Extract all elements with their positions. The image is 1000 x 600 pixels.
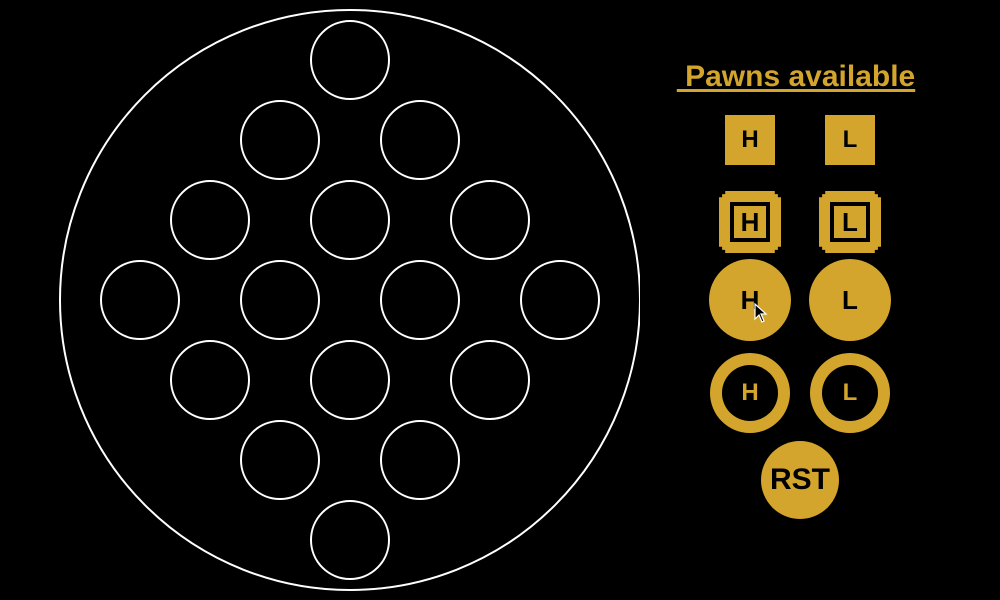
board-hole[interactable] <box>310 180 390 260</box>
pawn-label: L <box>842 379 858 406</box>
board-hole[interactable] <box>380 420 460 500</box>
game-board <box>59 9 640 591</box>
board-hole[interactable] <box>240 100 320 180</box>
mouse-pointer-icon <box>754 303 768 323</box>
board-hole[interactable] <box>450 180 530 260</box>
pawn-solid-circle-l[interactable]: L <box>809 259 891 341</box>
pawn-label: L <box>842 126 858 153</box>
board-hole[interactable] <box>310 20 390 100</box>
board-hole[interactable] <box>170 180 250 260</box>
pawn-small-square-l[interactable]: L <box>825 115 875 165</box>
board-hole[interactable] <box>520 260 600 340</box>
reset-button[interactable]: RST <box>761 441 839 519</box>
board-hole[interactable] <box>240 260 320 340</box>
board-hole[interactable] <box>450 340 530 420</box>
pawn-small-square-h[interactable]: H <box>725 115 775 165</box>
pawn-solid-circle-h[interactable]: H <box>709 259 791 341</box>
board-hole[interactable] <box>380 260 460 340</box>
pawn-ring-circle-h[interactable]: H <box>710 353 790 433</box>
board-hole[interactable] <box>240 420 320 500</box>
board-outline <box>59 9 640 591</box>
pawn-label: H <box>741 379 759 406</box>
board-hole[interactable] <box>170 340 250 420</box>
pawn-label: H <box>741 126 759 153</box>
pawn-label: H <box>740 206 760 237</box>
pawn-ring-circle-l[interactable]: L <box>810 353 890 433</box>
pawn-label: L <box>842 284 858 315</box>
pawn-label: L <box>842 206 858 237</box>
board-hole[interactable] <box>380 100 460 180</box>
pawns-available-title: Pawns available <box>676 60 916 93</box>
board-hole[interactable] <box>310 500 390 580</box>
reset-label: RST <box>770 463 830 496</box>
pawn-big-square-l[interactable]: L <box>819 191 881 253</box>
pawn-big-square-h[interactable]: H <box>719 191 781 253</box>
board-hole[interactable] <box>100 260 180 340</box>
board-hole[interactable] <box>310 340 390 420</box>
